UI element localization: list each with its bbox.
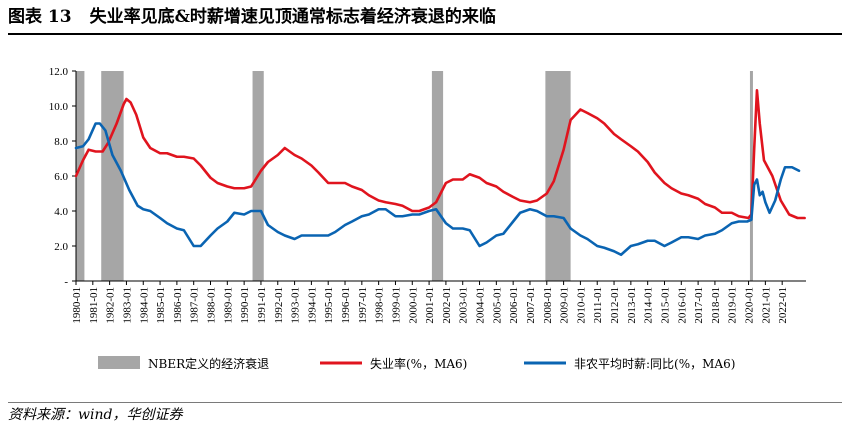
title-divider xyxy=(8,33,842,35)
x-tick-label: 1981-01 xyxy=(88,287,100,324)
x-tick-label: 1997-01 xyxy=(357,287,369,324)
x-tick-label: 1990-01 xyxy=(239,287,251,324)
legend-label-hourly-earnings: 非农平均时薪:同比(%，MA6) xyxy=(574,357,735,371)
x-tick-label: 2021-01 xyxy=(760,287,772,324)
x-tick-label: 1991-01 xyxy=(256,287,268,324)
y-tick-label: 10.0 xyxy=(49,101,69,113)
x-tick-label: 1984-01 xyxy=(138,287,150,324)
legend-label-recession: NBER定义的经济衰退 xyxy=(148,356,269,371)
x-tick-label: 1980-01 xyxy=(71,287,83,324)
x-tick-label: 1993-01 xyxy=(290,287,302,324)
y-tick-label: 6.0 xyxy=(54,171,68,183)
unemployment-rate-line xyxy=(74,88,806,220)
y-tick-label: 8.0 xyxy=(54,136,68,148)
x-tick-label: 2002-01 xyxy=(441,287,453,324)
x-tick-label: 2022-01 xyxy=(777,287,789,324)
x-tick-label: 1995-01 xyxy=(323,287,335,324)
recession-bar-6 xyxy=(749,71,753,281)
x-tick-label: 1983-01 xyxy=(121,287,133,324)
y-tick-label: 2.0 xyxy=(54,241,68,253)
x-tick-label: 1988-01 xyxy=(206,287,218,324)
x-tick-label: 2001-01 xyxy=(424,287,436,324)
x-tick-label: 1994-01 xyxy=(306,287,318,324)
x-tick-label: 2009-01 xyxy=(559,287,571,324)
x-tick-label: 2018-01 xyxy=(710,287,722,324)
x-tick-label: 2019-01 xyxy=(727,287,739,324)
legend-label-unemployment: 失业率(%，MA6) xyxy=(370,356,467,371)
figure-title-row: 图表 13 失业率见底&时薪增速见顶通常标志着经济衰退的来临 xyxy=(8,2,842,32)
x-tick-label: 2015-01 xyxy=(659,287,671,324)
recession-bar-4 xyxy=(431,71,444,281)
x-tick-label: 1999-01 xyxy=(390,287,402,324)
recession-bar-5 xyxy=(545,71,571,281)
x-tick-label: 2020-01 xyxy=(744,287,756,324)
x-tick-label: 1986-01 xyxy=(172,287,184,324)
x-tick-label: 2014-01 xyxy=(643,287,655,324)
x-tick-label: 1987-01 xyxy=(189,287,201,324)
x-tick-label: 1998-01 xyxy=(374,287,386,324)
legend: NBER定义的经济衰退 失业率(%，MA6) 非农平均时薪:同比(%，MA6) xyxy=(98,356,735,371)
x-tick-label: 1992-01 xyxy=(273,287,285,324)
source-note: 资料来源：wind，华创证券 xyxy=(8,407,183,423)
legend-swatch-recession xyxy=(98,356,140,369)
recession-bars xyxy=(76,71,753,281)
y-tick-label: 4.0 xyxy=(54,206,68,218)
x-tick-label: 2017-01 xyxy=(693,287,705,324)
x-tick-label: 2016-01 xyxy=(676,287,688,324)
x-tick-label: 1982-01 xyxy=(105,287,117,324)
y-tick-label: - xyxy=(64,276,68,288)
x-tick-label: 1996-01 xyxy=(340,287,352,324)
x-tick-label: 2010-01 xyxy=(575,287,587,324)
y-tick-label: 12.0 xyxy=(49,66,69,78)
figure-title: 失业率见底&时薪增速见顶通常标志着经济衰退的来临 xyxy=(89,7,496,27)
x-tick-label: 2011-01 xyxy=(592,287,604,323)
x-tick-label: 2000-01 xyxy=(407,287,419,324)
x-tick-label: 2007-01 xyxy=(525,287,537,324)
recession-bar-1 xyxy=(76,71,85,281)
figure-number: 图表 13 xyxy=(8,7,72,27)
x-tick-label: 2008-01 xyxy=(542,287,554,324)
x-tick-label: 1989-01 xyxy=(222,287,234,324)
hourly-earnings-yoy-line xyxy=(74,122,801,257)
x-tick-label: 2012-01 xyxy=(609,287,621,324)
x-tick-label: 2003-01 xyxy=(458,287,470,324)
x-tick-label: 1985-01 xyxy=(155,287,167,324)
x-tick-label: 2005-01 xyxy=(491,287,503,324)
x-tick-label: 2004-01 xyxy=(475,287,487,324)
recession-bar-2 xyxy=(101,71,124,281)
x-tick-label: 2006-01 xyxy=(508,287,520,324)
source-divider xyxy=(8,402,842,403)
x-tick-label: 2013-01 xyxy=(626,287,638,324)
